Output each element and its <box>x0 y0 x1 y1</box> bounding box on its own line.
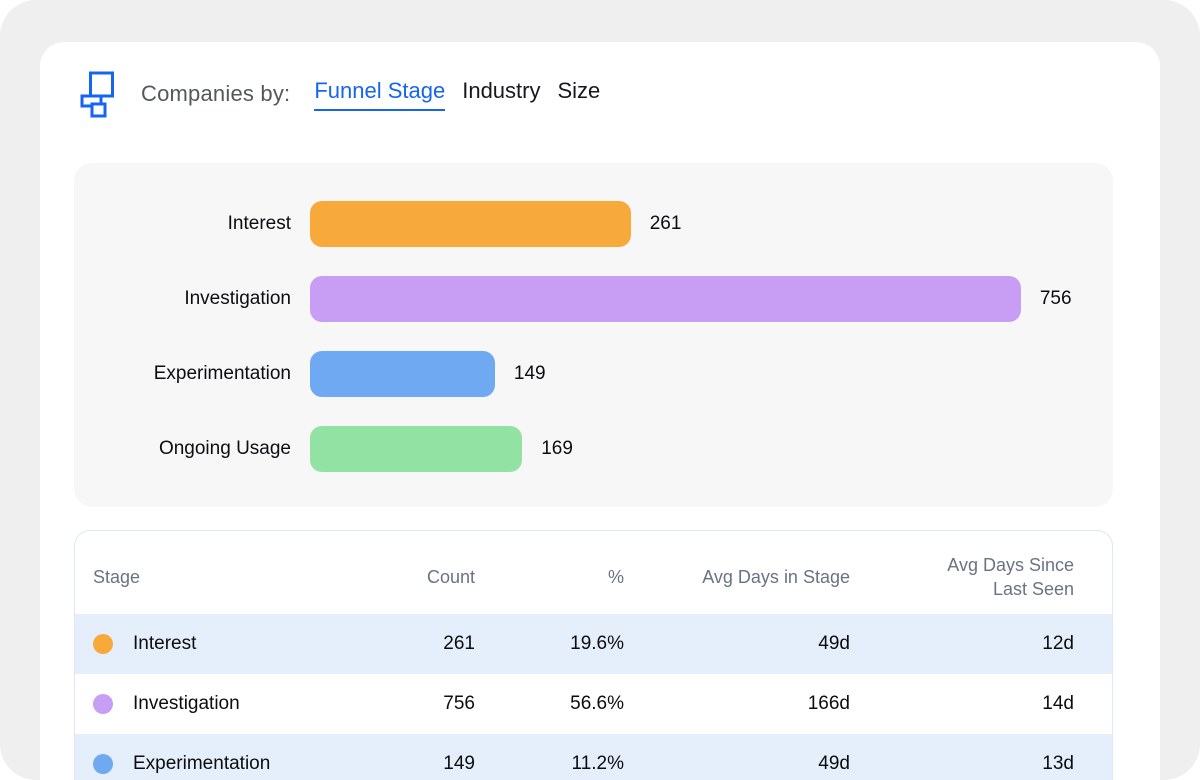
bar-area: 261 <box>310 201 1113 247</box>
percent-cell: 11.2% <box>571 753 624 774</box>
chart-category-label: Experimentation <box>153 363 291 384</box>
tab-industry[interactable]: Industry <box>462 77 541 103</box>
table-header-row: Stage Count % Avg Days in Stage Avg Days… <box>75 531 1112 614</box>
column-header-stage: Stage <box>93 567 141 587</box>
tab-size[interactable]: Size <box>557 77 601 103</box>
table-row-interest[interactable]: Interest 261 19.6% 49d 12d <box>75 614 1112 674</box>
stage-color-dot <box>93 754 113 774</box>
chart-row-experimentation: Experimentation 149 <box>74 351 1113 397</box>
companies-widget-card: Companies by: Funnel Stage Industry Size… <box>40 42 1160 780</box>
bar-interest[interactable] <box>310 201 631 247</box>
stage-name: Interest <box>133 633 197 654</box>
stage-name: Experimentation <box>133 753 271 774</box>
blocks-icon <box>80 71 114 117</box>
stage-color-dot <box>93 694 113 714</box>
tab-funnel-stage[interactable]: Funnel Stage <box>314 78 446 111</box>
percent-cell: 56.6% <box>570 693 624 714</box>
column-header-avg-days-in-stage: Avg Days in Stage <box>702 567 850 587</box>
avg-days-in-stage-cell: 49d <box>818 633 850 654</box>
table-row-investigation[interactable]: Investigation 756 56.6% 166d 14d <box>75 674 1112 734</box>
table-row-experimentation[interactable]: Experimentation 149 11.2% 49d 13d <box>75 734 1112 780</box>
funnel-stage-bar-chart: Interest 261 Investigation 756 Experimen… <box>74 163 1113 507</box>
stage-summary-table: Stage Count % Avg Days in Stage Avg Days… <box>74 530 1113 780</box>
bar-area: 169 <box>310 426 1113 472</box>
stage-cell: Interest <box>93 633 355 655</box>
chart-category-label: Interest <box>227 213 291 234</box>
bar-experimentation[interactable] <box>310 351 495 397</box>
chart-row-ongoing-usage: Ongoing Usage 169 <box>74 426 1113 472</box>
bar-value-label: 261 <box>649 213 682 234</box>
bar-value-label: 169 <box>541 438 573 459</box>
count-cell: 756 <box>443 693 475 714</box>
percent-cell: 19.6% <box>570 633 624 654</box>
column-header-count: Count <box>426 567 475 587</box>
stage-cell: Investigation <box>93 693 355 715</box>
chart-row-interest: Interest 261 <box>74 201 1113 247</box>
avg-days-since-last-seen-cell: 13d <box>1042 753 1074 774</box>
count-cell: 149 <box>443 753 475 774</box>
column-header-avg-days-since-last-seen: Avg Days Since Last Seen <box>947 555 1074 599</box>
stage-name: Investigation <box>133 693 240 714</box>
bar-value-label: 149 <box>513 363 546 384</box>
bar-area: 149 <box>310 351 1113 397</box>
bar-ongoing-usage[interactable] <box>310 426 523 472</box>
group-by-tabs: Funnel Stage Industry Size <box>314 78 600 111</box>
stage-color-dot <box>93 634 113 654</box>
avg-days-since-last-seen-cell: 12d <box>1042 633 1074 654</box>
chart-category-label: Investigation <box>184 288 291 309</box>
stage-cell: Experimentation <box>93 753 355 775</box>
avg-days-since-last-seen-cell: 14d <box>1042 693 1074 714</box>
column-header-percent: % <box>607 567 624 587</box>
bar-area: 756 <box>310 276 1113 322</box>
widget-title: Companies by: <box>141 81 291 106</box>
avg-days-in-stage-cell: 166d <box>807 693 850 714</box>
chart-row-investigation: Investigation 756 <box>74 276 1113 322</box>
count-cell: 261 <box>443 633 475 654</box>
bar-value-label: 756 <box>1039 288 1072 309</box>
widget-header: Companies by: Funnel Stage Industry Size <box>40 42 1160 118</box>
bar-investigation[interactable] <box>310 276 1021 322</box>
chart-category-label: Ongoing Usage <box>158 438 291 459</box>
avg-days-in-stage-cell: 49d <box>818 753 850 774</box>
